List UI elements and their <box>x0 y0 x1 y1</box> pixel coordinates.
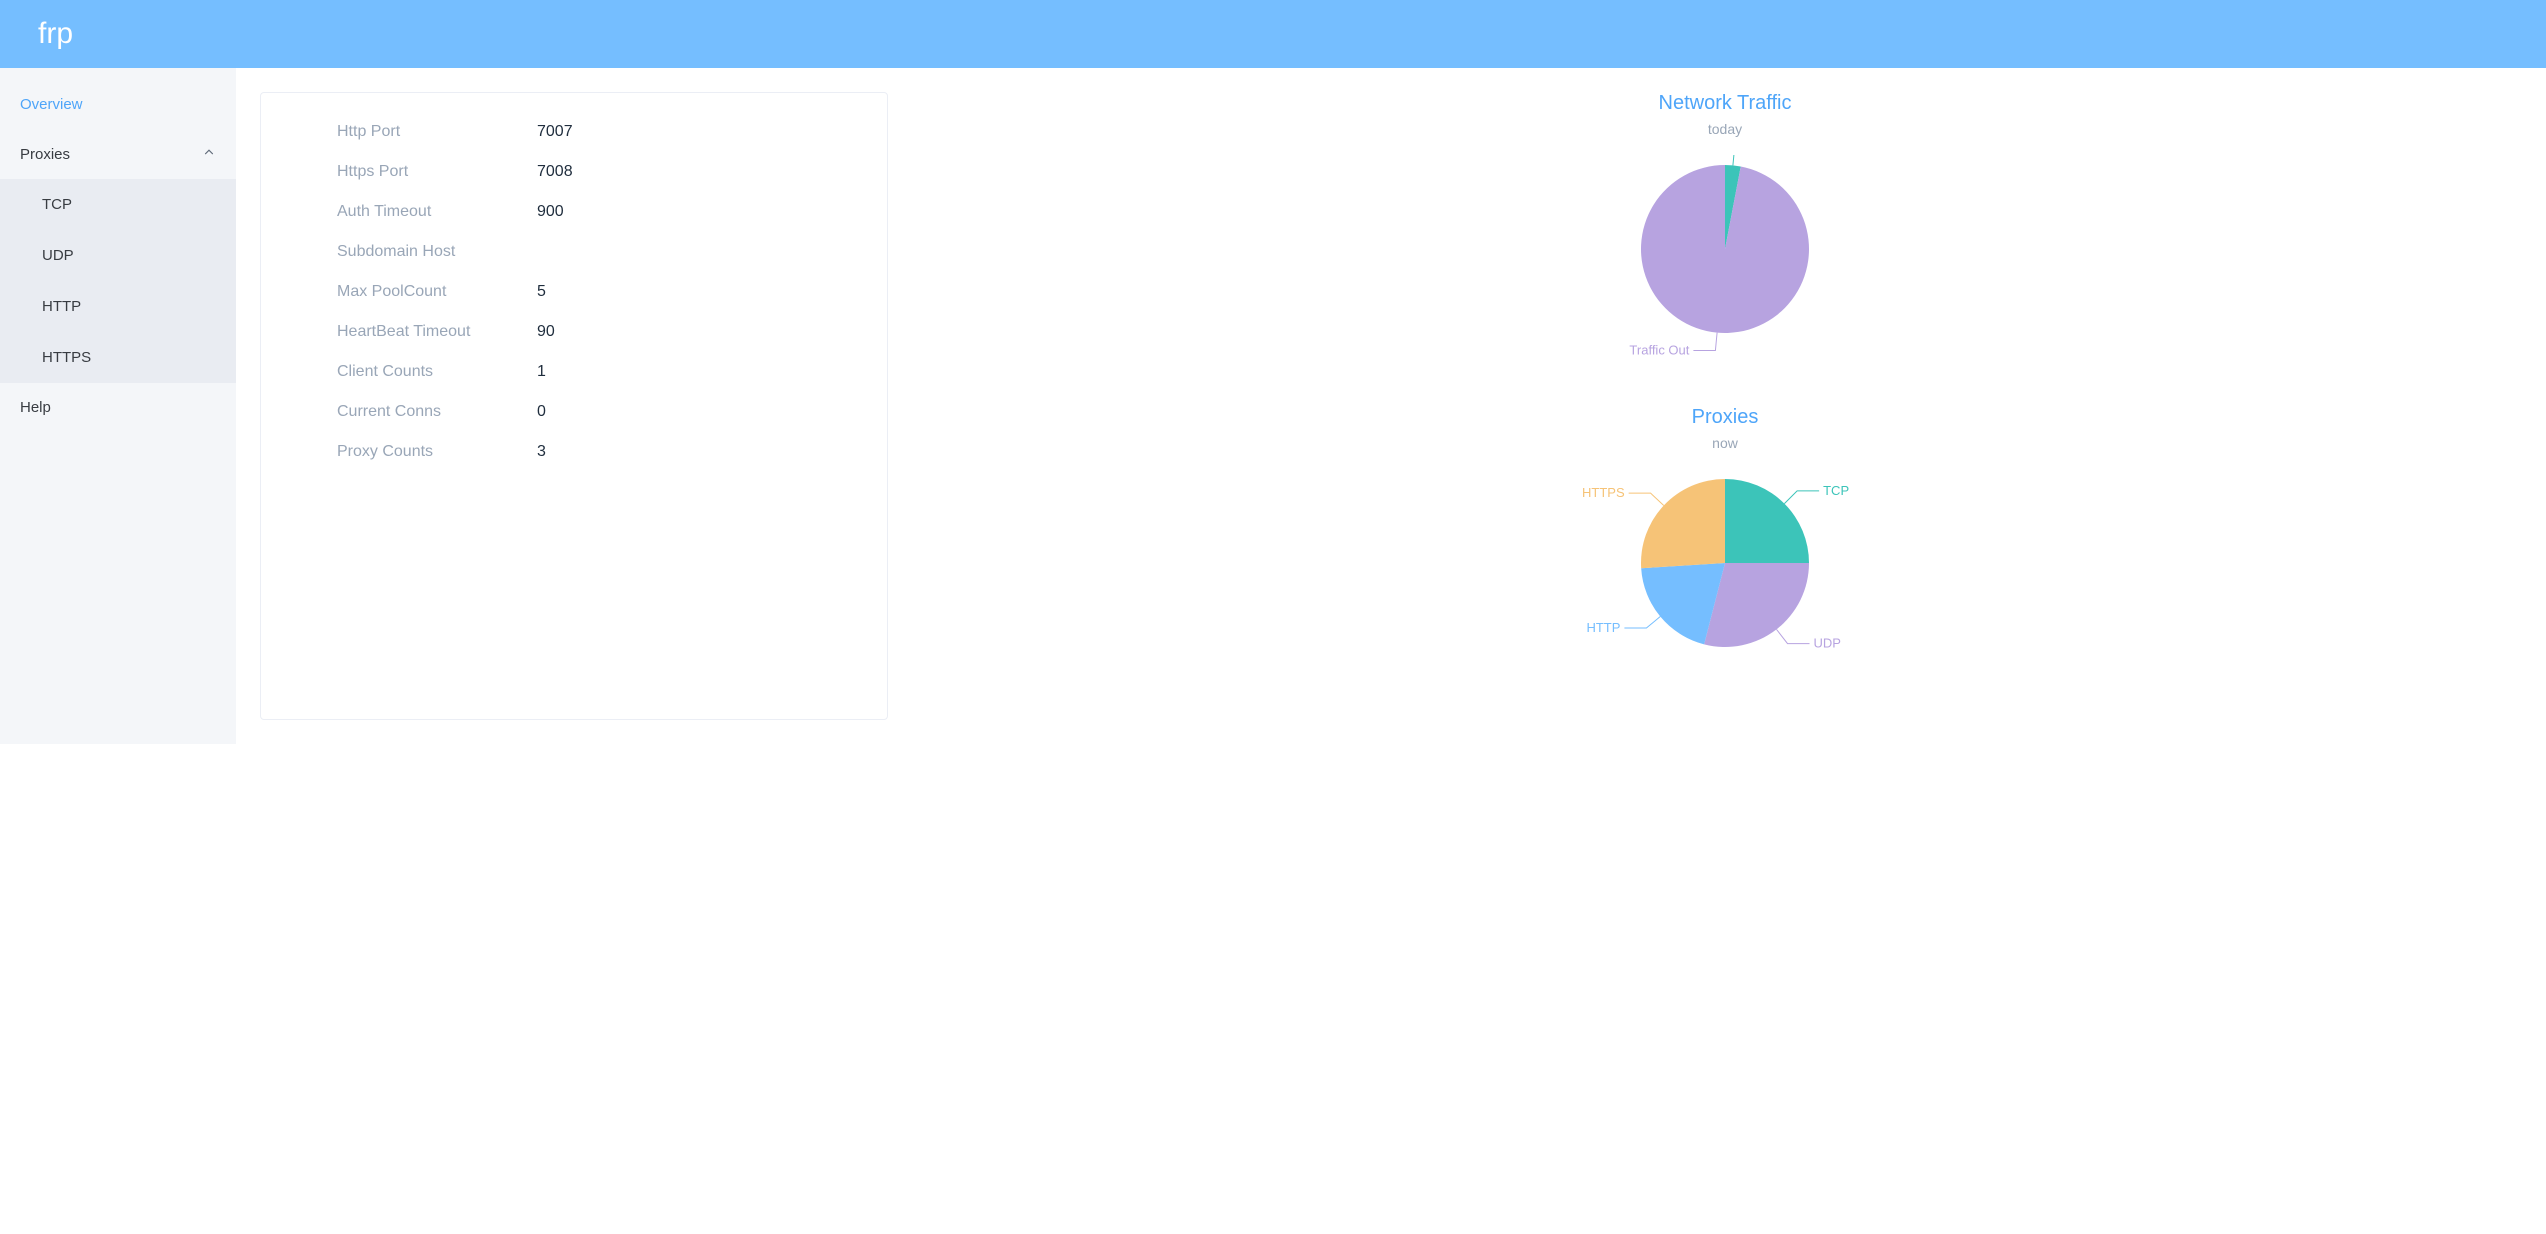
info-row-https-port: Https Port 7008 <box>337 163 811 181</box>
sidebar-item-udp[interactable]: UDP <box>0 230 236 281</box>
pie-leader-line <box>1776 629 1809 643</box>
info-value: 90 <box>537 323 555 341</box>
pie-slice <box>1641 479 1725 568</box>
info-value: 7008 <box>537 163 573 181</box>
info-value: 900 <box>537 203 564 221</box>
server-info-card: Http Port 7007 Https Port 7008 Auth Time… <box>260 92 888 720</box>
pie-slice <box>1641 165 1809 333</box>
info-value: 7007 <box>537 123 573 141</box>
info-label: Subdomain Host <box>337 243 537 261</box>
header: frp <box>0 0 2546 68</box>
sidebar-item-label: HTTPS <box>42 349 91 366</box>
pie-label: TCP <box>1823 483 1849 498</box>
info-row-http-port: Http Port 7007 <box>337 123 811 141</box>
pie-label: UDP <box>1814 636 1841 651</box>
info-label: Auth Timeout <box>337 203 537 221</box>
sidebar-item-label: Help <box>20 399 51 416</box>
info-label: Max PoolCount <box>337 283 537 301</box>
layout: Overview Proxies TCP UDP HTTP HTTPS Help… <box>0 68 2546 744</box>
sidebar-item-label: TCP <box>42 196 72 213</box>
chart-subtitle: now <box>928 435 2522 451</box>
pie-leader-line <box>1733 155 1757 165</box>
info-label: HeartBeat Timeout <box>337 323 537 341</box>
sidebar-item-label: Proxies <box>20 146 70 163</box>
sidebar-item-overview[interactable]: Overview <box>0 80 236 129</box>
sidebar-item-label: HTTP <box>42 298 81 315</box>
pie-label: Traffic Out <box>1629 343 1689 358</box>
info-label: Current Conns <box>337 403 537 421</box>
sidebar-item-label: UDP <box>42 247 74 264</box>
chart-title: Proxies <box>928 406 2522 429</box>
sidebar: Overview Proxies TCP UDP HTTP HTTPS Help <box>0 68 236 744</box>
info-row-client-counts: Client Counts 1 <box>337 363 811 381</box>
sidebar-item-proxies[interactable]: Proxies <box>0 129 236 179</box>
proxies-chart: Proxies now TCP UDP HTTP HTTPS <box>928 406 2522 680</box>
pie-svg: Traffic InTraffic Out <box>1535 155 1915 363</box>
info-label: Https Port <box>337 163 537 181</box>
pie-label: HTTP <box>1586 620 1620 635</box>
pie-leader-line <box>1624 617 1660 628</box>
sidebar-item-help[interactable]: Help <box>0 383 236 432</box>
info-row-max-poolcount: Max PoolCount 5 <box>337 283 811 301</box>
info-value: 1 <box>537 363 546 381</box>
info-label: Client Counts <box>337 363 537 381</box>
pie-leader-line <box>1693 333 1717 351</box>
info-row-proxy-counts: Proxy Counts 3 <box>337 443 811 461</box>
info-label: Proxy Counts <box>337 443 537 461</box>
app-title: frp <box>38 17 73 51</box>
info-row-subdomain-host: Subdomain Host <box>337 243 811 261</box>
pie-leader-line <box>1784 491 1819 504</box>
info-value: 0 <box>537 403 546 421</box>
info-label: Http Port <box>337 123 537 141</box>
pie-leader-line <box>1629 493 1664 505</box>
info-value: 3 <box>537 443 546 461</box>
traffic-chart: Network Traffic today Traffic InTraffic … <box>928 92 2522 366</box>
charts-panel: Network Traffic today Traffic InTraffic … <box>928 92 2522 720</box>
sidebar-item-label: Overview <box>20 96 83 113</box>
sidebar-item-tcp[interactable]: TCP <box>0 179 236 230</box>
pie-svg: TCP UDP HTTP HTTPS <box>1535 469 1915 677</box>
chevron-up-icon <box>202 145 216 163</box>
info-value: 5 <box>537 283 546 301</box>
info-row-current-conns: Current Conns 0 <box>337 403 811 421</box>
main-content: Http Port 7007 Https Port 7008 Auth Time… <box>236 68 2546 744</box>
traffic-pie: Traffic InTraffic Out <box>1535 155 1915 366</box>
info-row-auth-timeout: Auth Timeout 900 <box>337 203 811 221</box>
sidebar-item-http[interactable]: HTTP <box>0 281 236 332</box>
info-row-heartbeat: HeartBeat Timeout 90 <box>337 323 811 341</box>
chart-title: Network Traffic <box>928 92 2522 115</box>
pie-label: HTTPS <box>1582 485 1625 500</box>
chart-subtitle: today <box>928 121 2522 137</box>
proxies-pie: TCP UDP HTTP HTTPS <box>1535 469 1915 680</box>
sidebar-item-https[interactable]: HTTPS <box>0 332 236 383</box>
